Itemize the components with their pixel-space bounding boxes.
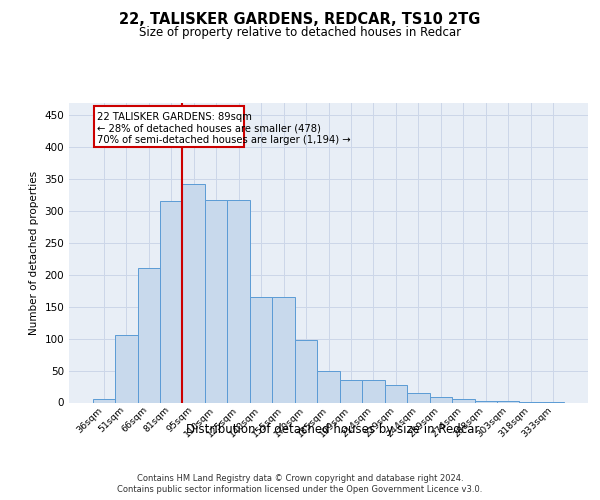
Bar	[340, 380, 362, 402]
Text: Size of property relative to detached houses in Redcar: Size of property relative to detached ho…	[139, 26, 461, 39]
FancyBboxPatch shape	[94, 106, 244, 147]
Bar	[475, 400, 497, 402]
Bar	[295, 340, 317, 402]
Bar	[272, 297, 295, 403]
Bar	[362, 380, 385, 402]
Bar	[160, 202, 182, 402]
Bar	[250, 297, 272, 403]
Text: 22, TALISKER GARDENS, REDCAR, TS10 2TG: 22, TALISKER GARDENS, REDCAR, TS10 2TG	[119, 12, 481, 28]
Text: Distribution of detached houses by size in Redcar: Distribution of detached houses by size …	[187, 422, 479, 436]
Bar	[430, 398, 452, 402]
Bar	[452, 400, 475, 402]
Bar	[497, 401, 520, 402]
Bar	[385, 384, 407, 402]
Y-axis label: Number of detached properties: Number of detached properties	[29, 170, 39, 334]
Bar	[115, 336, 137, 402]
Bar	[407, 393, 430, 402]
Text: 70% of semi-detached houses are larger (1,194) →: 70% of semi-detached houses are larger (…	[97, 135, 351, 145]
Bar	[317, 370, 340, 402]
Bar	[205, 200, 227, 402]
Bar	[182, 184, 205, 402]
Text: Contains HM Land Registry data © Crown copyright and database right 2024.
Contai: Contains HM Land Registry data © Crown c…	[118, 474, 482, 494]
Bar	[92, 400, 115, 402]
Bar	[227, 200, 250, 402]
Bar	[137, 268, 160, 402]
Text: ← 28% of detached houses are smaller (478): ← 28% of detached houses are smaller (47…	[97, 124, 321, 134]
Text: 22 TALISKER GARDENS: 89sqm: 22 TALISKER GARDENS: 89sqm	[97, 112, 252, 122]
